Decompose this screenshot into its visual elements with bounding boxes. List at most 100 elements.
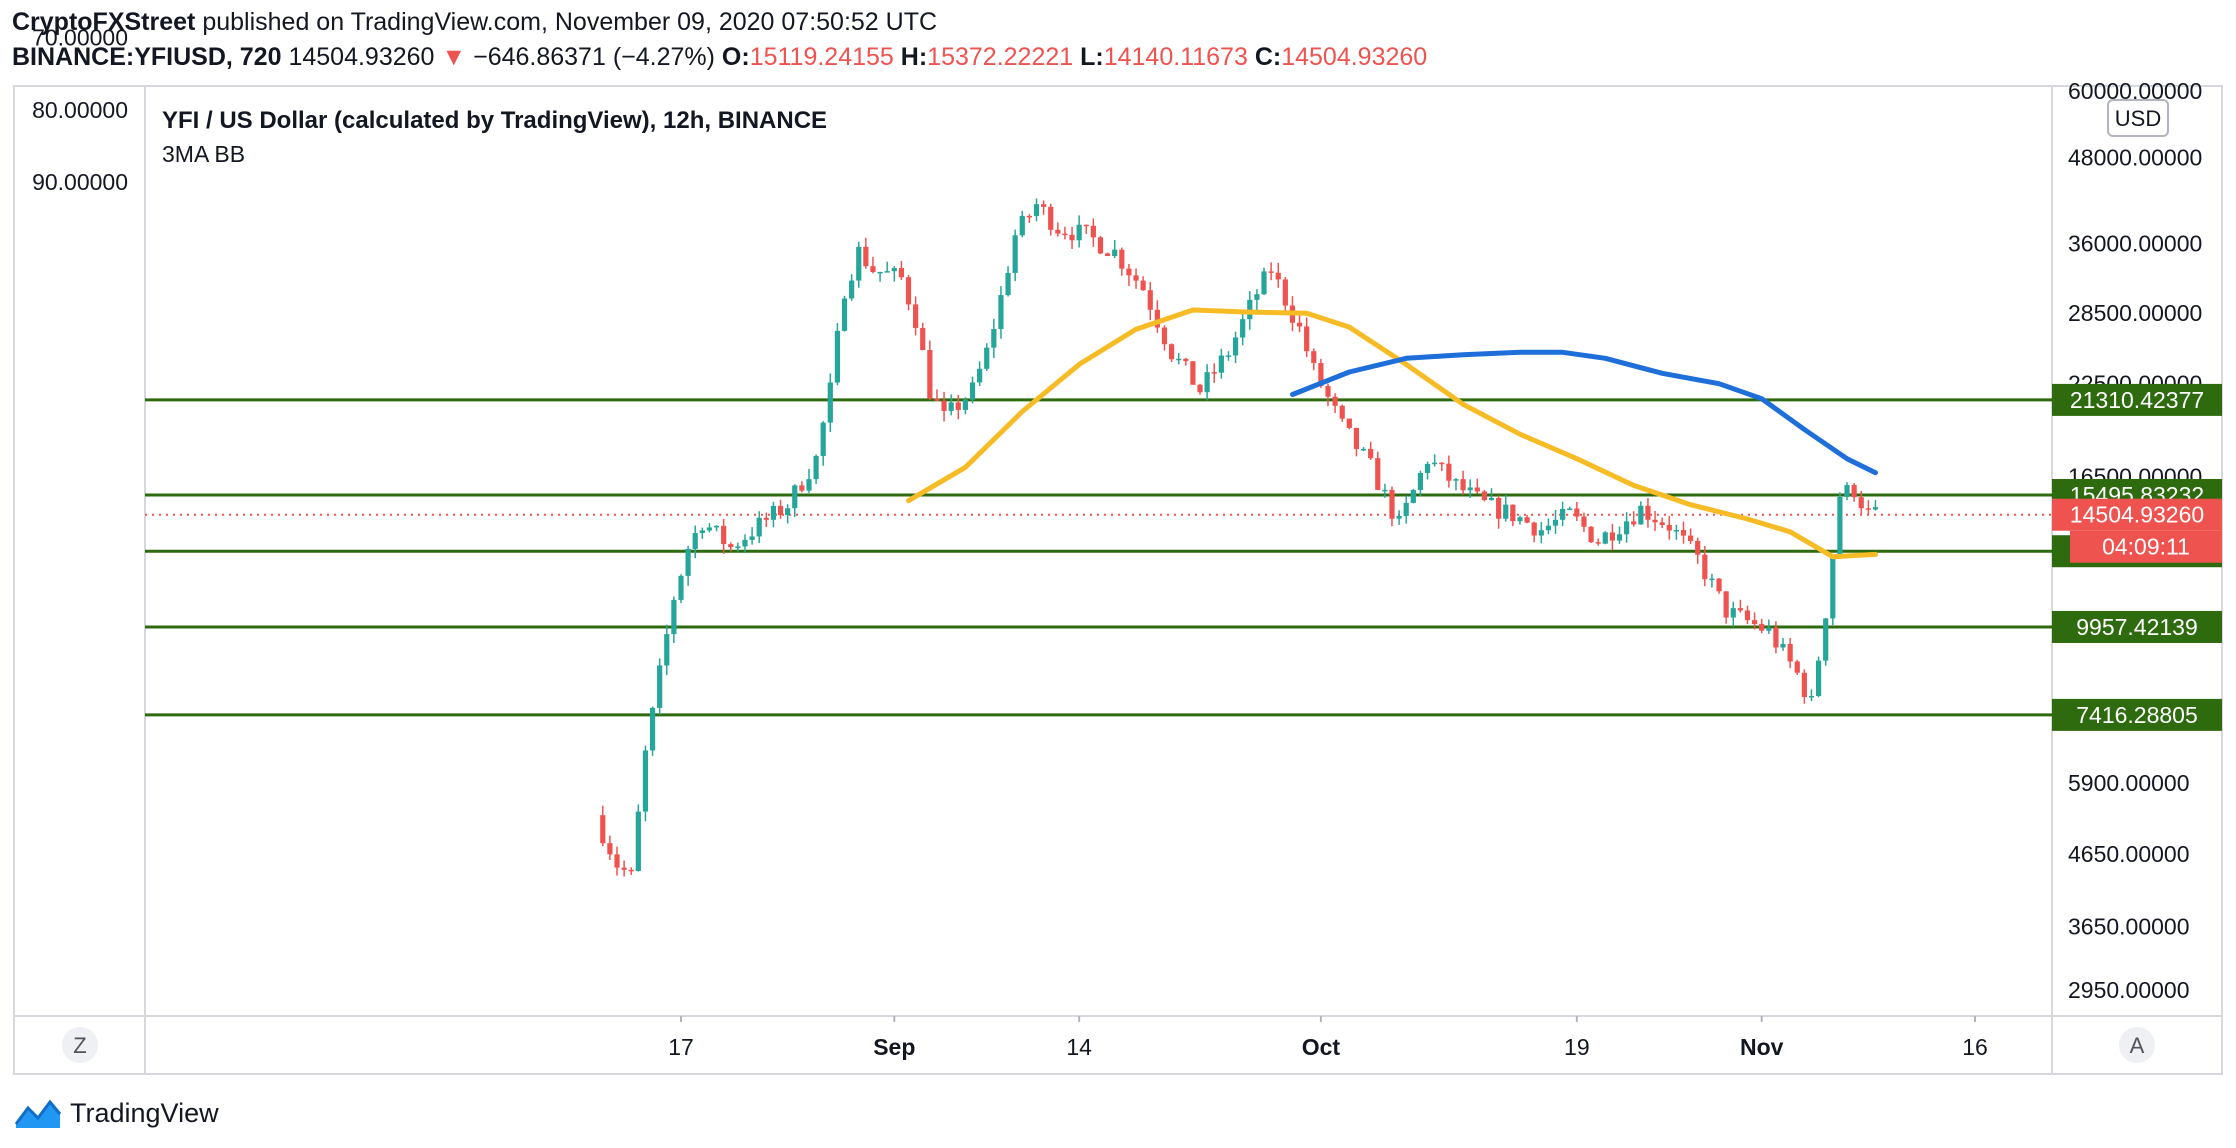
- low-label: L:: [1080, 43, 1104, 71]
- candle-60: [1019, 210, 1025, 238]
- candle-106: [1346, 418, 1352, 430]
- candle-1: [600, 805, 606, 847]
- candle-46: [920, 322, 926, 351]
- low-value: 14140.11673: [1103, 43, 1248, 71]
- candle-86: [1204, 364, 1210, 401]
- candle-55: [984, 343, 990, 371]
- candle-164: [1759, 618, 1765, 634]
- candle-80: [1161, 325, 1168, 351]
- candle-178: [1858, 490, 1864, 515]
- support-resistance-levels: [145, 398, 2052, 717]
- candle-31: [813, 454, 819, 484]
- x-tick-label: 19: [1564, 1034, 1590, 1060]
- candle-119: [1439, 462, 1445, 472]
- candle-2: [607, 835, 613, 860]
- left-axis: 90.0000080.0000070.0000060.0000050.00000…: [32, 25, 128, 196]
- publisher-name[interactable]: CryptoFXStreet: [12, 8, 196, 36]
- symbol-info: BINANCE:YFIUSD, 720 14504.93260 ▼ −646.8…: [12, 43, 1427, 72]
- candle-175: [1837, 492, 1843, 557]
- right-tick-label: 48000.00000: [2068, 145, 2202, 171]
- candle-134: [1545, 518, 1552, 535]
- candle-140: [1588, 526, 1594, 543]
- open-label: O:: [721, 43, 750, 71]
- candle-7: [642, 745, 649, 822]
- candle-57: [998, 286, 1004, 339]
- candle-161: [1737, 599, 1743, 613]
- x-tick-label: 14: [1066, 1034, 1092, 1060]
- candle-82: [1176, 352, 1182, 365]
- candle-166: [1773, 621, 1779, 654]
- candle-114: [1403, 495, 1409, 524]
- level-tag-label: 7416.28805: [2076, 702, 2198, 728]
- candle-73: [1112, 239, 1118, 259]
- x-tick-label: Sep: [873, 1034, 915, 1060]
- candle-66: [1062, 226, 1068, 240]
- candle-24: [763, 512, 769, 528]
- candle-117: [1424, 461, 1431, 480]
- candle-29: [799, 481, 805, 493]
- last-price-label: 14504.93260: [2070, 502, 2204, 528]
- candle-176: [1844, 482, 1850, 501]
- candle-52: [962, 397, 968, 415]
- candle-45: [913, 296, 919, 336]
- candle-94: [1261, 267, 1267, 296]
- candle-16: [706, 523, 713, 533]
- candle-14: [692, 525, 698, 559]
- candle-6: [635, 804, 641, 872]
- right-tick-label: 4650.00000: [2068, 841, 2190, 867]
- candle-43: [898, 261, 905, 281]
- candle-59: [1012, 229, 1018, 282]
- candle-108: [1360, 447, 1367, 452]
- indicator-label: 3MA BB: [162, 141, 245, 167]
- candle-132: [1531, 521, 1537, 543]
- level-tag: 7416.28805: [2052, 698, 2222, 731]
- level-tag-label: 21310.42377: [2070, 387, 2204, 413]
- candle-155: [1695, 537, 1701, 564]
- candle-87: [1211, 363, 1217, 383]
- currency-label: USD: [2115, 106, 2161, 131]
- auto-scale-z-button[interactable]: Z: [62, 1027, 98, 1063]
- candle-141: [1595, 538, 1601, 546]
- candle-169: [1794, 659, 1800, 675]
- time-axis[interactable]: 17 Sep 14 Oct 19 Nov 16: [668, 1016, 1988, 1060]
- candle-85: [1197, 383, 1203, 395]
- candle-127: [1496, 495, 1502, 529]
- right-tick-label: 2950.00000: [2068, 977, 2190, 1003]
- candle-65: [1055, 222, 1061, 237]
- candle-38: [863, 237, 869, 269]
- a-button-label: A: [2130, 1033, 2145, 1058]
- candle-107: [1353, 427, 1360, 457]
- candle-177: [1851, 482, 1857, 502]
- candle-81: [1168, 343, 1175, 363]
- candle-69: [1083, 224, 1089, 234]
- symbol-name: BINANCE:YFIUSD, 720: [12, 43, 282, 71]
- candle-165: [1766, 619, 1772, 634]
- candle-13: [685, 545, 691, 586]
- candle-180: [1872, 500, 1879, 511]
- candle-123: [1467, 479, 1473, 498]
- candle-173: [1823, 617, 1829, 666]
- candle-61: [1026, 214, 1032, 223]
- right-tick-label: 28500.00000: [2068, 300, 2202, 326]
- candle-126: [1488, 488, 1495, 501]
- candle-103: [1325, 383, 1331, 407]
- candle-163: [1751, 612, 1758, 630]
- candle-145: [1624, 512, 1630, 543]
- candle-174: [1830, 554, 1836, 626]
- currency-badge[interactable]: USD: [2107, 99, 2169, 137]
- tradingview-logo[interactable]: TradingView: [14, 1096, 219, 1130]
- candle-121: [1453, 478, 1459, 491]
- auto-scale-a-button[interactable]: A: [2119, 1027, 2155, 1063]
- candle-71: [1097, 235, 1104, 255]
- candle-146: [1631, 511, 1637, 527]
- candle-72: [1104, 252, 1111, 257]
- candle-90: [1232, 331, 1239, 364]
- candle-138: [1574, 501, 1580, 522]
- candle-170: [1801, 669, 1807, 704]
- right-tick-label: 3650.00000: [2068, 913, 2190, 939]
- candle-32: [820, 421, 826, 466]
- candle-150: [1659, 517, 1665, 529]
- candle-39: [870, 256, 876, 274]
- candle-11: [671, 596, 677, 643]
